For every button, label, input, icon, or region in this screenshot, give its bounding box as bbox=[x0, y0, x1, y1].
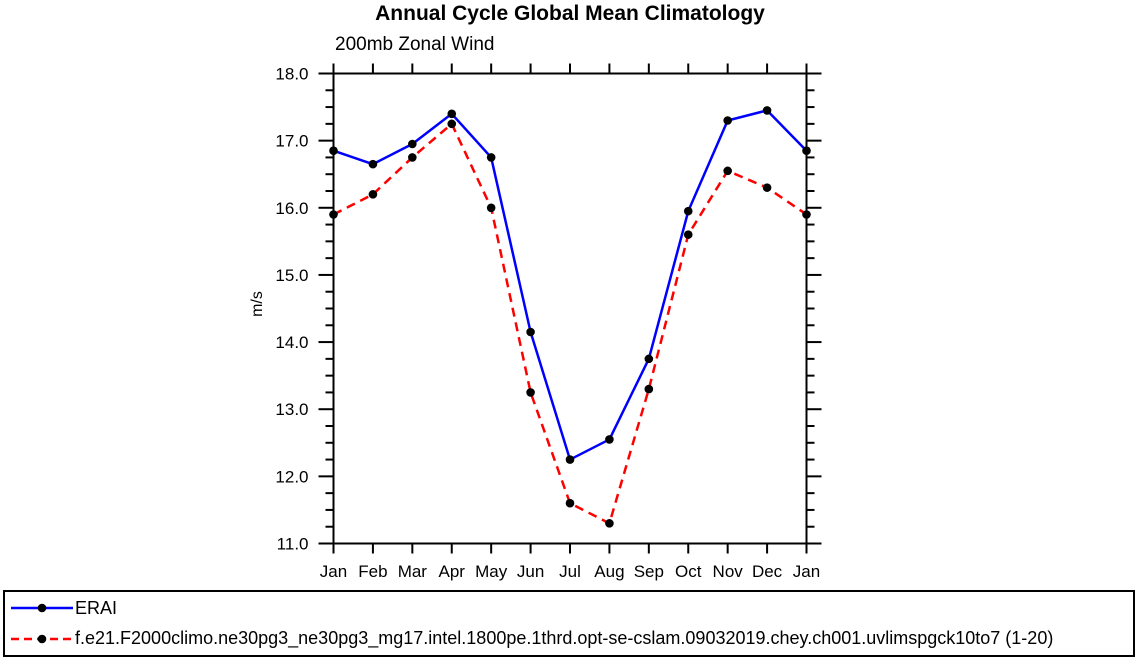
x-tick-label: May bbox=[475, 562, 508, 581]
series-marker-0 bbox=[329, 146, 338, 156]
series-marker-0 bbox=[526, 327, 535, 337]
x-tick-label: Jan bbox=[320, 562, 347, 581]
series-marker-0 bbox=[486, 153, 496, 162]
y-tick-label: 13.0 bbox=[275, 400, 308, 419]
legend-item-model: f.e21.F2000climo.ne30pg3_ne30pg3_mg17.in… bbox=[11, 625, 1133, 653]
series-marker-1 bbox=[762, 183, 772, 192]
series-marker-1 bbox=[565, 498, 575, 508]
series-marker-0 bbox=[723, 116, 732, 125]
legend-line-sample-dashed-icon bbox=[11, 634, 73, 643]
y-tick-label: 18.0 bbox=[275, 65, 308, 84]
series-marker-0 bbox=[447, 109, 457, 119]
series-marker-1 bbox=[408, 153, 417, 162]
y-tick-label: 15.0 bbox=[275, 266, 308, 285]
series-marker-1 bbox=[526, 388, 535, 397]
series-marker-0 bbox=[802, 146, 811, 156]
y-tick-label: 14.0 bbox=[275, 333, 308, 352]
x-tick-label: Feb bbox=[358, 562, 387, 581]
series-marker-1 bbox=[605, 519, 614, 528]
series-marker-1 bbox=[802, 210, 811, 219]
series-marker-1 bbox=[683, 230, 693, 239]
legend-box: ERAI f.e21.F2000climo.ne30pg3_ne30pg3_mg… bbox=[3, 590, 1135, 657]
x-tick-label: Aug bbox=[594, 562, 624, 581]
x-tick-label: Jul bbox=[559, 562, 581, 581]
x-tick-label: Oct bbox=[675, 562, 702, 581]
x-tick-label: Jan bbox=[793, 562, 820, 581]
series-marker-0 bbox=[408, 139, 417, 149]
chart-subtitle: 200mb Zonal Wind bbox=[335, 34, 495, 55]
y-tick-label: 17.0 bbox=[275, 132, 308, 151]
series-marker-0 bbox=[605, 435, 614, 444]
y-axis-label: m/s bbox=[249, 291, 266, 317]
series-marker-0 bbox=[368, 159, 378, 169]
series-marker-0 bbox=[683, 206, 693, 216]
series-marker-1 bbox=[723, 166, 732, 176]
y-tick-label: 11.0 bbox=[277, 535, 309, 554]
y-tick-label: 16.0 bbox=[275, 199, 308, 218]
x-tick-label: Apr bbox=[439, 562, 466, 581]
x-tick-label: Jun bbox=[517, 562, 544, 581]
series-marker-1 bbox=[644, 384, 654, 394]
series-marker-1 bbox=[368, 190, 378, 199]
series-marker-1 bbox=[486, 203, 496, 213]
legend-line-sample-solid-icon bbox=[11, 604, 73, 613]
y-tick-label: 12.0 bbox=[275, 467, 308, 486]
series-marker-1 bbox=[447, 119, 457, 129]
chart-title: Annual Cycle Global Mean Climatology bbox=[375, 2, 765, 25]
series-marker-0 bbox=[565, 455, 575, 464]
plot-frame bbox=[332, 72, 808, 545]
legend-label-erai: ERAI bbox=[75, 597, 118, 618]
series-marker-0 bbox=[644, 354, 654, 364]
series-marker-0 bbox=[762, 106, 772, 115]
x-tick-label: Mar bbox=[398, 562, 428, 581]
series-line-0 bbox=[333, 109, 808, 461]
x-tick-label: Sep bbox=[634, 562, 664, 581]
x-tick-label: Nov bbox=[713, 562, 744, 581]
legend-label-model: f.e21.F2000climo.ne30pg3_ne30pg3_mg17.in… bbox=[75, 628, 1054, 649]
legend-item-erai: ERAI bbox=[11, 594, 1133, 622]
x-tick-label: Dec bbox=[752, 562, 783, 581]
series-marker-1 bbox=[329, 210, 338, 219]
